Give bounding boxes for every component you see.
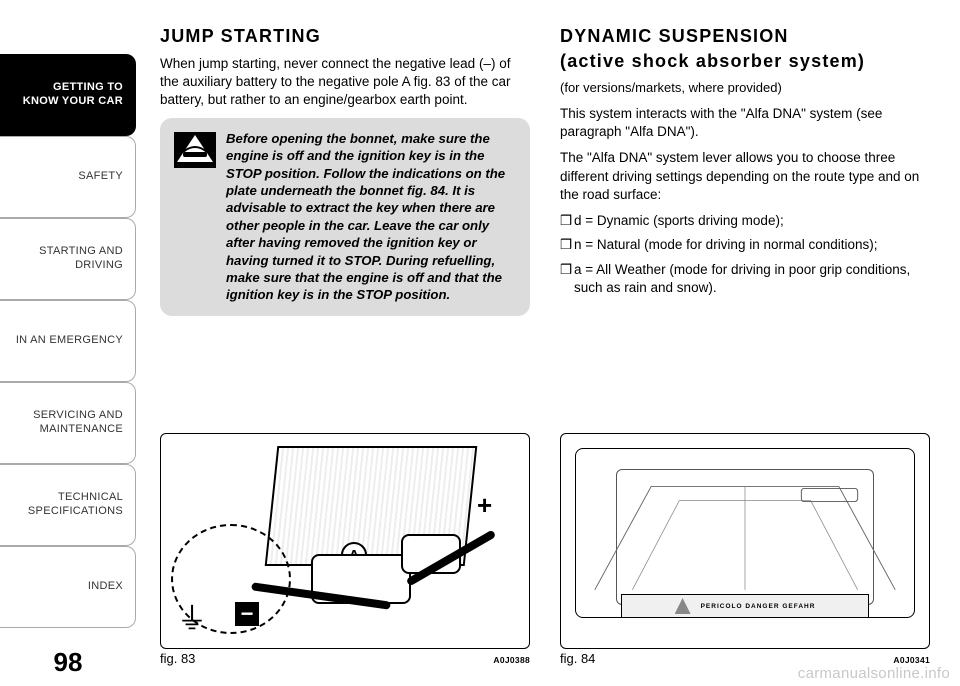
page: GETTING TO KNOW YOUR CAR SAFETY STARTING… [0,0,960,686]
mode-natural: ❒ n = Natural (mode for driving in norma… [560,236,930,254]
bonnet-lines-icon [576,449,914,618]
right-column: DYNAMIC SUSPENSION (active shock absorbe… [560,26,930,666]
intro-text: When jump starting, never connect the ne… [160,55,530,110]
watermark: carmanualsonline.info [798,665,950,682]
nav-label: TECHNICAL SPECIFICATIONS [28,491,123,519]
nav-safety[interactable]: SAFETY [0,136,136,218]
paragraph-2: The "Alfa DNA" system lever allows you t… [560,149,930,204]
nav-emergency[interactable]: IN AN EMERGENCY [0,300,136,382]
warning-box: Before opening the bonnet, make sure the… [160,118,530,316]
list-text: d = Dynamic (sports driving mode); [574,212,930,230]
figure-code: A0J0388 [493,655,530,665]
page-number: 98 [0,647,136,678]
nav-label: GETTING TO KNOW YOUR CAR [23,81,123,109]
heading-suspension-sub: (active shock absorber system) [560,51,930,72]
nav-label: SAFETY [78,170,123,184]
warning-text: Before opening the bonnet, make sure the… [226,130,516,304]
bullet-icon: ❒ [560,236,574,254]
left-column: JUMP STARTING When jump starting, never … [160,26,530,666]
figure-83: A + − ⏚ fig. 83 A0J0388 [160,433,530,666]
danger-plate-text: PERICOLO DANGER GEFAHR [701,603,816,610]
mode-dynamic: ❒ d = Dynamic (sports driving mode); [560,212,930,230]
danger-plate: PERICOLO DANGER GEFAHR [621,594,869,618]
figure-84-image: PERICOLO DANGER GEFAHR [560,433,930,649]
nav-label: INDEX [88,580,123,594]
figure-83-image: A + − ⏚ [160,433,530,649]
figure-84-caption: fig. 84 A0J0341 [560,651,930,666]
list-text: a = All Weather (mode for driving in poo… [574,261,930,297]
figure-code: A0J0341 [893,655,930,665]
figure-84: PERICOLO DANGER GEFAHR fig. 84 A0J0341 [560,433,930,666]
nav-label: IN AN EMERGENCY [16,334,123,348]
heading-dynamic-suspension: DYNAMIC SUSPENSION [560,26,930,47]
figure-number: fig. 83 [160,651,195,666]
nav-starting-driving[interactable]: STARTING AND DRIVING [0,218,136,300]
content: JUMP STARTING When jump starting, never … [136,0,960,686]
figure-number: fig. 84 [560,651,595,666]
list-text: n = Natural (mode for driving in normal … [574,236,930,254]
nav-label: SERVICING AND MAINTENANCE [33,409,123,437]
nav-servicing[interactable]: SERVICING AND MAINTENANCE [0,382,136,464]
minus-icon: − [235,602,259,626]
nav-index[interactable]: INDEX [0,546,136,628]
figure-83-caption: fig. 83 A0J0388 [160,651,530,666]
bullet-icon: ❒ [560,212,574,230]
heading-jump-starting: JUMP STARTING [160,26,530,47]
warning-triangle-icon [675,598,691,614]
plus-icon: + [477,490,492,521]
ground-icon: ⏚ [177,594,207,638]
nav-tech-specs[interactable]: TECHNICAL SPECIFICATIONS [0,464,136,546]
mode-all-weather: ❒ a = All Weather (mode for driving in p… [560,261,930,297]
paragraph-1: This system interacts with the "Alfa DNA… [560,105,930,141]
nav-label: STARTING AND DRIVING [39,245,123,273]
nav-getting-to-know[interactable]: GETTING TO KNOW YOUR CAR [0,54,136,136]
sidebar: GETTING TO KNOW YOUR CAR SAFETY STARTING… [0,0,136,686]
provided-note: (for versions/markets, where provided) [560,80,930,95]
car-bonnet-warning-icon [174,132,216,168]
bullet-icon: ❒ [560,261,574,297]
